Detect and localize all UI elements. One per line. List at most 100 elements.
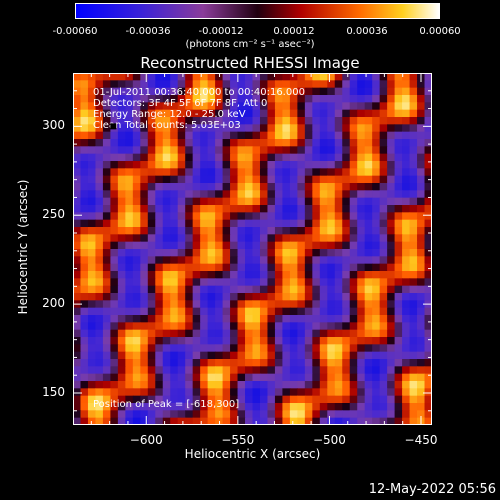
heatmap-cell [409, 388, 418, 397]
heatmap-cell [117, 212, 126, 221]
heatmap-cell [372, 373, 381, 382]
heatmap-cell [87, 102, 97, 111]
heatmap-cell [379, 285, 388, 294]
heatmap-cell [110, 315, 119, 323]
heatmap-cell [364, 300, 373, 309]
heatmap-cell [327, 190, 336, 199]
heatmap-cell [237, 80, 246, 89]
heatmap-cell [230, 87, 239, 96]
colorbar-tick-label: 0.00012 [273, 26, 315, 37]
heatmap-cell [110, 417, 119, 425]
heatmap-cell [73, 373, 82, 382]
heatmap-cell [319, 131, 328, 140]
heatmap-cell [132, 300, 141, 309]
heatmap-cell [364, 307, 373, 316]
heatmap-cell [409, 329, 418, 338]
heatmap-cell [252, 117, 261, 125]
heatmap-cell [304, 227, 313, 235]
heatmap-cell [230, 417, 239, 425]
heatmap-cell [132, 373, 141, 382]
heatmap-cell [357, 315, 366, 323]
heatmap-cell [357, 80, 366, 89]
heatmap-cell [185, 256, 194, 265]
heatmap-cell [342, 219, 351, 228]
heatmap-cell [372, 410, 381, 419]
heatmap-cell [402, 87, 411, 96]
heatmap-cell [140, 183, 149, 191]
heatmap-cell [140, 249, 149, 257]
heatmap-cell [387, 249, 396, 257]
heatmap-cell [147, 263, 156, 272]
heatmap-cell [327, 344, 336, 353]
heatmap-cell [424, 153, 432, 162]
heatmap-cell [177, 285, 186, 294]
heatmap-cell [372, 146, 381, 155]
heatmap-cell [319, 175, 328, 184]
heatmap-cell [289, 175, 298, 184]
heatmap-cell [334, 351, 343, 360]
heatmap-cell [140, 227, 149, 235]
heatmap-cell [200, 315, 209, 323]
heatmap-cell [364, 366, 373, 375]
heatmap-cell [245, 249, 254, 257]
heatmap-cell [140, 285, 149, 294]
heatmap-cell [267, 190, 276, 199]
heatmap-cell [334, 146, 343, 155]
heatmap-cell [245, 131, 254, 140]
heatmap-cell [274, 315, 284, 323]
heatmap-cell [327, 95, 336, 103]
heatmap-cell [222, 366, 231, 375]
heatmap-cell [319, 263, 328, 272]
heatmap-cell [334, 212, 343, 221]
heatmap-cell [282, 80, 291, 89]
heatmap-cell [297, 381, 306, 389]
heatmap-cell [282, 161, 291, 169]
heatmap-cell [222, 322, 231, 331]
heatmap-cell [80, 271, 89, 279]
heatmap-cell [155, 395, 164, 404]
heatmap-cell [192, 249, 201, 257]
heatmap-cell [259, 234, 269, 243]
heatmap-cell [312, 153, 321, 162]
heatmap-cell [402, 117, 411, 125]
heatmap-cell [349, 161, 358, 169]
heatmap-cell [110, 87, 119, 96]
heatmap-cell [417, 271, 426, 279]
heatmap-cell [73, 212, 82, 221]
heatmap-cell [282, 388, 291, 397]
heatmap-cell [394, 263, 403, 272]
heatmap-cell [207, 87, 216, 96]
heatmap-cell [282, 234, 291, 243]
heatmap-cell [252, 212, 261, 221]
heatmap-cell [282, 227, 291, 235]
heatmap-cell [162, 205, 171, 213]
heatmap-cell [274, 359, 284, 367]
heatmap-cell [342, 183, 351, 191]
heatmap-cell [95, 366, 104, 375]
heatmap-cell [402, 139, 411, 147]
heatmap-cell [417, 197, 426, 206]
heatmap-cell [110, 205, 119, 213]
heatmap-cell [364, 278, 373, 287]
heatmap-cell [379, 373, 388, 382]
heatmap-cell [304, 117, 313, 125]
heatmap-cell [364, 146, 373, 155]
heatmap-cell [372, 190, 381, 199]
heatmap-cell [222, 73, 231, 81]
heatmap-cell [177, 124, 186, 133]
heatmap-cell [140, 95, 149, 103]
heatmap-cell [237, 351, 246, 360]
heatmap-cell [364, 234, 373, 243]
heatmap-cell [245, 293, 254, 301]
heatmap-cell [364, 410, 373, 419]
heatmap-cell [110, 153, 119, 162]
heatmap-cell [304, 388, 313, 397]
heatmap-cell [170, 183, 179, 191]
heatmap-cell [274, 293, 284, 301]
heatmap-cell [230, 271, 239, 279]
heatmap-cell [237, 95, 246, 103]
heatmap-cell [364, 417, 373, 425]
heatmap-cell [215, 80, 224, 89]
heatmap-cell [200, 322, 209, 331]
x-axis-title: Heliocentric X (arcsec) [184, 447, 321, 461]
